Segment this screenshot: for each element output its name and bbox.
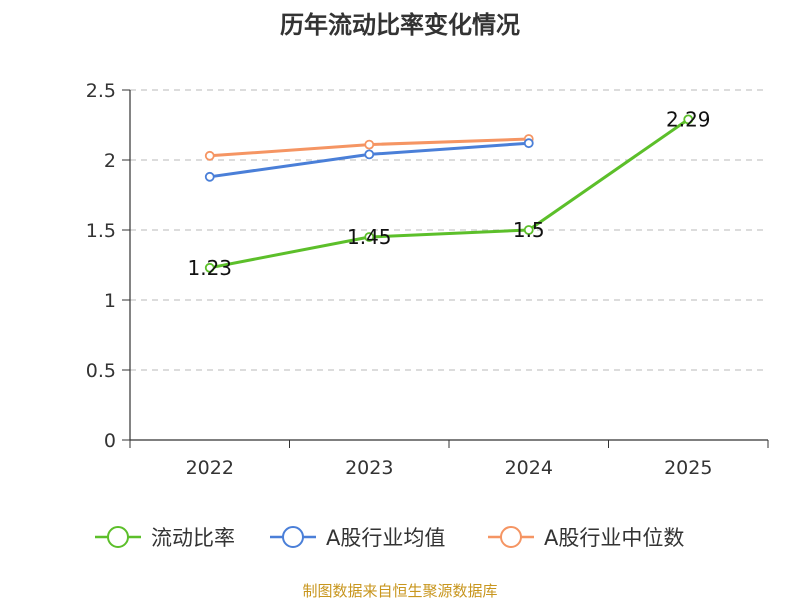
x-tick-label: 2023	[345, 457, 393, 479]
x-tick-label: 2024	[505, 457, 553, 479]
legend-marker	[282, 526, 304, 548]
data-label: 1.23	[187, 256, 232, 280]
y-tick-label: 0	[104, 430, 116, 452]
legend: 流动比率 A股行业均值 A股行业中位数	[95, 526, 684, 550]
data-point	[523, 225, 534, 235]
data-point	[204, 171, 215, 182]
grid-lines	[130, 89, 768, 371]
y-tick-label: 0.5	[86, 360, 116, 382]
legend-label: A股行业均值	[326, 526, 445, 550]
source-note: 制图数据来自恒生聚源数据库	[302, 582, 497, 600]
data-point	[204, 150, 215, 161]
data-point	[364, 149, 375, 160]
data-label: 1.5	[513, 218, 545, 242]
data-labels: 1.23 1.45 1.5 2.29	[187, 107, 710, 279]
chart-title: 历年流动比率变化情况	[280, 11, 520, 39]
data-point	[683, 114, 694, 125]
series-line	[209, 118, 690, 270]
y-tick-label: 2	[104, 150, 116, 172]
data-label: 1.45	[347, 225, 392, 249]
data-point	[523, 138, 534, 149]
data-label: 2.29	[666, 107, 711, 131]
y-tick-label: 1.5	[86, 220, 116, 242]
y-tick-label: 2.5	[86, 80, 116, 102]
y-tick-label: 1	[104, 290, 116, 312]
x-tick-label: 2022	[186, 457, 234, 479]
axes: 0 0.5 1 1.5 2 2.5 2022 2023 2024 2025	[86, 80, 769, 479]
legend-marker	[500, 526, 522, 548]
legend-label: 流动比率	[151, 526, 235, 550]
legend-marker	[107, 526, 129, 548]
data-point	[204, 262, 215, 273]
x-tick-label: 2025	[664, 457, 712, 479]
data-point	[364, 139, 375, 150]
data-point	[364, 232, 375, 242]
legend-label: A股行业中位数	[544, 526, 684, 550]
plot-series	[204, 114, 694, 273]
